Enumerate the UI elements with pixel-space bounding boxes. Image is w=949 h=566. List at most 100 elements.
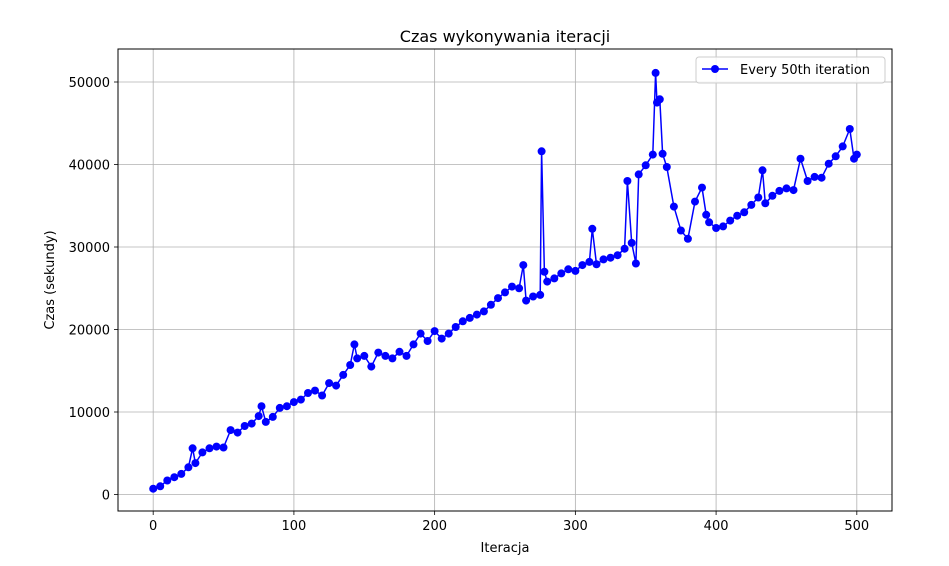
- data-point: [540, 267, 549, 276]
- data-point: [395, 347, 404, 356]
- data-point: [332, 381, 341, 390]
- data-point: [205, 444, 214, 453]
- data-point: [381, 351, 390, 360]
- data-point: [641, 161, 650, 170]
- data-point: [537, 147, 546, 156]
- data-point: [494, 294, 502, 303]
- plot-frame: [117, 48, 893, 512]
- data-point: [803, 177, 812, 185]
- data-point: [350, 340, 359, 349]
- data-point: [719, 222, 728, 231]
- data-point: [634, 170, 643, 179]
- data-point: [768, 191, 777, 200]
- data-point: [758, 166, 767, 175]
- data-point: [796, 154, 805, 163]
- data-point: [676, 226, 685, 235]
- data-point: [149, 484, 158, 493]
- data-point: [486, 300, 495, 309]
- data-point: [170, 473, 179, 482]
- data-point: [339, 370, 348, 379]
- y-axis-label: Czas (sekundy): [43, 230, 58, 329]
- data-point: [282, 402, 291, 411]
- y-tick-label: 30000: [69, 241, 110, 256]
- data-point: [705, 218, 714, 227]
- data-point: [247, 419, 256, 428]
- data-point: [831, 152, 840, 161]
- data-point: [631, 259, 640, 268]
- series-line: [152, 72, 858, 490]
- data-point: [522, 296, 531, 305]
- data-point: [740, 208, 749, 217]
- data-point: [212, 442, 221, 451]
- data-point: [289, 398, 298, 407]
- data-point: [515, 284, 524, 293]
- data-point: [845, 125, 854, 133]
- data-point: [691, 197, 699, 206]
- data-point: [156, 482, 165, 491]
- legend: Every 50th iteration: [695, 56, 886, 84]
- data-point: [318, 391, 327, 400]
- x-tick-label: 200: [422, 519, 447, 534]
- data-point: [543, 277, 552, 286]
- data-point: [606, 253, 615, 262]
- y-tick-label: 0: [102, 489, 110, 504]
- data-point: [479, 307, 488, 316]
- y-tick-label: 10000: [69, 406, 110, 421]
- data-point: [388, 354, 397, 363]
- data-point: [198, 448, 207, 457]
- data-point: [325, 379, 334, 388]
- x-tick-label: 500: [844, 519, 869, 534]
- data-point: [669, 202, 678, 211]
- data-point: [519, 261, 528, 270]
- data-point: [578, 261, 587, 270]
- series-layer: [149, 68, 861, 493]
- data-point: [240, 422, 249, 430]
- x-axis: 0 100 200 300 400 500: [149, 511, 869, 534]
- data-point: [775, 186, 784, 195]
- data-point: [564, 265, 573, 274]
- data-point: [585, 257, 594, 266]
- data-point: [658, 149, 667, 158]
- data-point: [747, 200, 756, 209]
- data-point: [529, 292, 538, 301]
- data-point: [416, 329, 425, 338]
- y-tick-label: 40000: [69, 159, 110, 174]
- data-point: [824, 159, 833, 168]
- data-point: [430, 327, 439, 336]
- data-point: [754, 193, 763, 202]
- data-point: [163, 476, 172, 485]
- data-point: [571, 266, 580, 275]
- data-point: [627, 238, 636, 247]
- legend-marker-sample: [711, 65, 719, 73]
- data-point: [444, 329, 453, 338]
- data-point: [599, 255, 608, 264]
- data-point: [275, 403, 284, 412]
- data-point: [662, 163, 671, 171]
- data-point: [188, 444, 197, 453]
- data-point: [655, 95, 664, 104]
- data-point: [698, 183, 706, 192]
- data-point: [257, 402, 266, 411]
- data-point: [712, 224, 721, 232]
- data-point: [261, 417, 270, 426]
- y-axis: 0 10000 20000 30000 40000 50000: [69, 76, 118, 504]
- data-point: [588, 224, 597, 233]
- data-point: [423, 337, 432, 345]
- data-point: [726, 216, 735, 225]
- data-point: [451, 323, 460, 331]
- x-tick-label: 300: [563, 519, 588, 534]
- data-point: [226, 426, 235, 435]
- data-point: [346, 361, 355, 369]
- data-point: [233, 428, 242, 437]
- data-point: [623, 177, 632, 185]
- x-tick-label: 400: [704, 519, 729, 534]
- data-point: [557, 269, 566, 278]
- data-point: [437, 334, 446, 343]
- data-point: [501, 288, 509, 297]
- x-tick-label: 0: [149, 519, 157, 534]
- data-point: [409, 340, 418, 349]
- x-axis-label: Iteracja: [481, 541, 530, 556]
- data-point: [311, 386, 319, 395]
- data-point: [268, 412, 277, 421]
